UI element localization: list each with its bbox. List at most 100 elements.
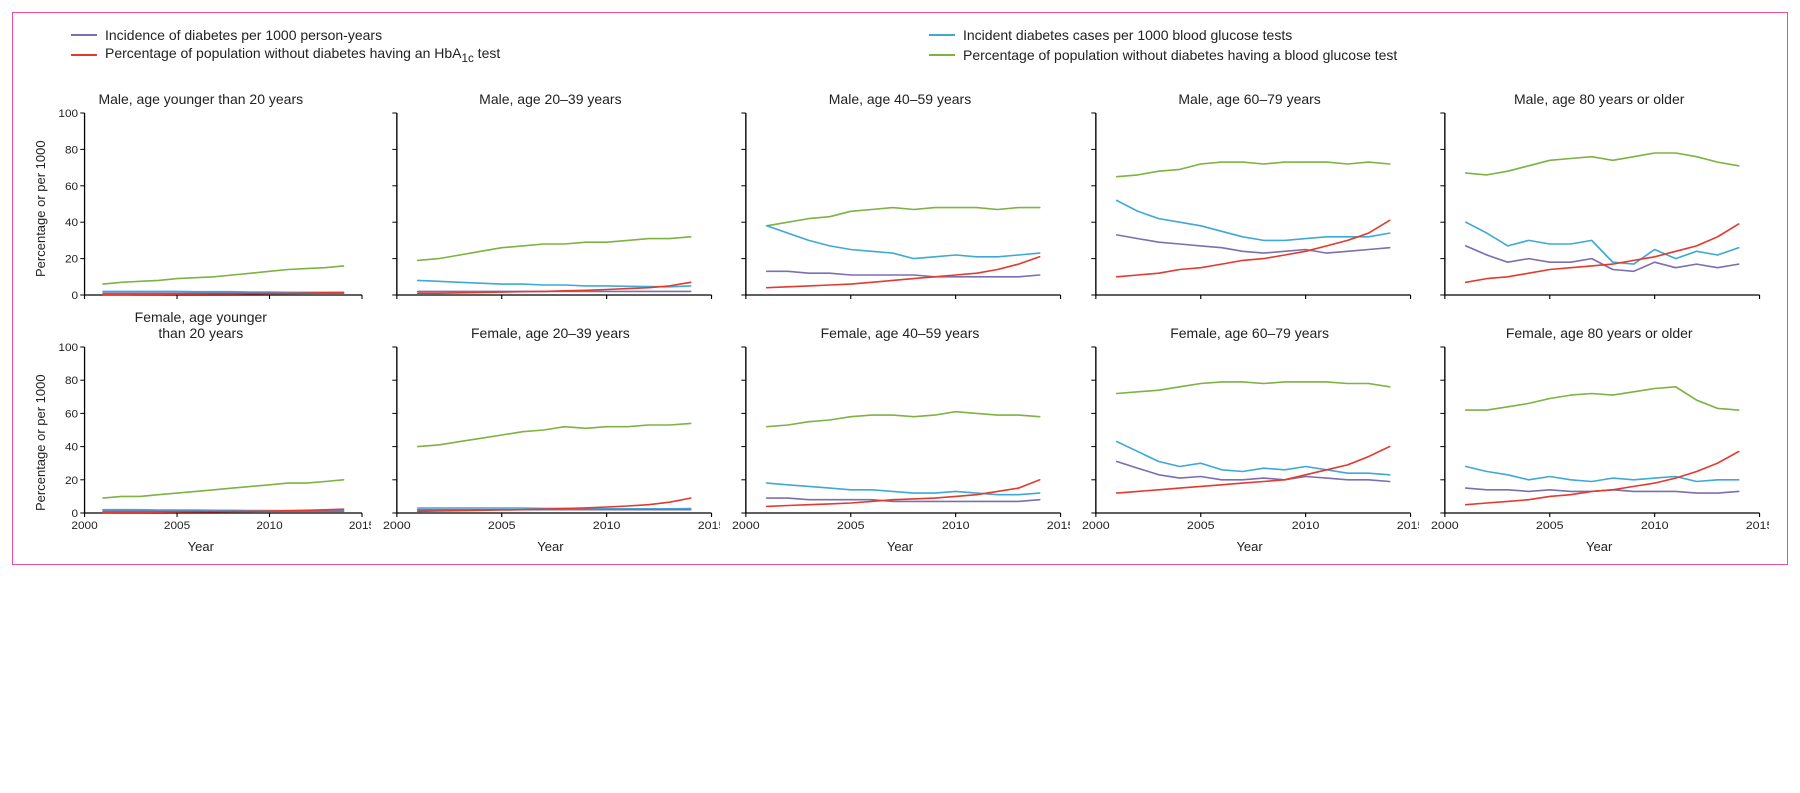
series-glucose_pct [417, 237, 690, 261]
legend-item-glucose_pct: Percentage of population without diabete… [929, 45, 1769, 65]
panel-title: Male, age 40–59 years [730, 75, 1070, 109]
x-tick-label: 2015 [1396, 519, 1419, 531]
axes [1096, 113, 1411, 295]
plot-wrap [1429, 109, 1769, 309]
axes [1096, 347, 1411, 513]
plot-wrap: 2000200520102015 [730, 343, 1070, 543]
y-tick-label: 60 [65, 181, 78, 193]
x-tick-label: 2010 [1641, 519, 1669, 531]
x-tick-label: 2010 [256, 520, 282, 532]
plot-wrap [381, 109, 721, 309]
x-tick-label: 2005 [1536, 519, 1564, 531]
axes [746, 347, 1061, 513]
x-tick-label: 2000 [383, 519, 411, 531]
y-tick-label: 100 [58, 343, 78, 354]
axes [85, 347, 362, 513]
series-glucose_pct [103, 266, 343, 284]
series-glucose_pct [1466, 153, 1739, 175]
x-tick-label: 2000 [1082, 519, 1110, 531]
series-incidence [1466, 246, 1739, 271]
y-tick-label: 80 [65, 145, 78, 157]
x-tick-label: 2000 [732, 519, 760, 531]
series-cases_per_tests [1117, 441, 1390, 474]
y-tick-label: 40 [65, 217, 78, 229]
x-tick-label: 2015 [1047, 519, 1070, 531]
panel-title: Male, age 20–39 years [381, 75, 721, 109]
legend-swatch [929, 54, 955, 56]
panel-m-60-79: Male, age 60–79 years [1080, 75, 1420, 309]
x-tick-label: 2005 [488, 519, 516, 531]
panel-m-lt20: Male, age younger than 20 yearsPercentag… [31, 75, 371, 309]
y-tick-label: 0 [72, 508, 79, 520]
plot-svg: 2000200520102015 [381, 343, 721, 543]
y-tick-label: 20 [65, 254, 78, 266]
y-tick-label: 20 [65, 475, 78, 487]
legend-label: Percentage of population without diabete… [105, 45, 500, 65]
legend-label: Incident diabetes cases per 1000 blood g… [963, 27, 1292, 43]
panel-title: Male, age 60–79 years [1080, 75, 1420, 109]
panel-grid: Male, age younger than 20 yearsPercentag… [31, 75, 1769, 543]
x-tick-label: 2015 [1746, 519, 1769, 531]
plot-wrap: 2000 2005 2010 2015 [1080, 343, 1420, 543]
x-tick-label: 2005 [1187, 519, 1215, 531]
panel-f-40-59: Female, age 40–59 years2000200520102015 [730, 309, 1070, 543]
series-hba1c_pct [767, 480, 1040, 507]
panel-title: Female, age 80 years or older [1429, 309, 1769, 343]
plot-wrap: Percentage or per 1000020406080100200020… [31, 343, 371, 543]
panel-title: Male, age 80 years or older [1429, 75, 1769, 109]
panel-f-lt20: Female, age youngerthan 20 yearsPercenta… [31, 309, 371, 543]
x-tick-label: 2005 [837, 519, 865, 531]
plot-wrap: 2000 2005 2010 2015 [1429, 343, 1769, 543]
x-tick-label: 2015 [349, 520, 371, 532]
x-tick-label: 2000 [1431, 519, 1459, 531]
axes [1445, 113, 1760, 295]
plot-svg [1080, 109, 1420, 309]
plot-svg: 2000200520102015 [730, 343, 1070, 543]
plot-wrap: Percentage or per 1000020406080100 [31, 109, 371, 309]
series-cases_per_tests [417, 280, 690, 286]
plot-svg [381, 109, 721, 309]
plot-svg: 2000 2005 2010 2015 [1429, 343, 1769, 543]
plot-wrap [1080, 109, 1420, 309]
series-hba1c_pct [767, 257, 1040, 288]
y-tick-label: 100 [58, 109, 78, 120]
x-tick-label: 2000 [71, 520, 97, 532]
series-hba1c_pct [1466, 451, 1739, 504]
series-cases_per_tests [767, 483, 1040, 495]
y-axis-label: Percentage or per 1000 [31, 343, 48, 543]
plot-svg: 020406080100 [48, 109, 371, 309]
plot-wrap [730, 109, 1070, 309]
legend: Incidence of diabetes per 1000 person-ye… [71, 27, 1769, 65]
x-tick-label: 2010 [592, 519, 620, 531]
series-hba1c_pct [1117, 220, 1390, 276]
series-cases_per_tests [1466, 222, 1739, 264]
series-glucose_pct [1117, 382, 1390, 394]
series-glucose_pct [417, 423, 690, 446]
legend-swatch [929, 34, 955, 36]
axes [396, 347, 711, 513]
figure-frame: Incidence of diabetes per 1000 person-ye… [12, 12, 1788, 565]
plot-svg: 0204060801002000200520102015 [48, 343, 371, 543]
y-tick-label: 40 [65, 442, 78, 454]
legend-label: Percentage of population without diabete… [963, 47, 1397, 63]
panel-m-20-39: Male, age 20–39 years [381, 75, 721, 309]
series-hba1c_pct [1466, 224, 1739, 282]
y-tick-label: 80 [65, 376, 78, 388]
legend-label: Incidence of diabetes per 1000 person-ye… [105, 27, 382, 43]
legend-item-incidence: Incidence of diabetes per 1000 person-ye… [71, 27, 911, 43]
axes [1445, 347, 1760, 513]
legend-item-cases_per_tests: Incident diabetes cases per 1000 blood g… [929, 27, 1769, 43]
series-glucose_pct [767, 411, 1040, 426]
legend-item-hba1c_pct: Percentage of population without diabete… [71, 45, 911, 65]
panel-f-80p: Female, age 80 years or older 2000 2005 201… [1429, 309, 1769, 543]
series-cases_per_tests [103, 291, 343, 292]
x-tick-label: 2010 [1292, 519, 1320, 531]
series-incidence [1117, 235, 1390, 253]
panel-title: Female, age 20–39 years [381, 309, 721, 343]
panel-title: Female, age youngerthan 20 years [31, 309, 371, 343]
series-glucose_pct [103, 480, 343, 498]
panel-m-40-59: Male, age 40–59 years [730, 75, 1070, 309]
series-incidence [767, 271, 1040, 277]
series-cases_per_tests [1117, 200, 1390, 240]
panel-title: Female, age 40–59 years [730, 309, 1070, 343]
